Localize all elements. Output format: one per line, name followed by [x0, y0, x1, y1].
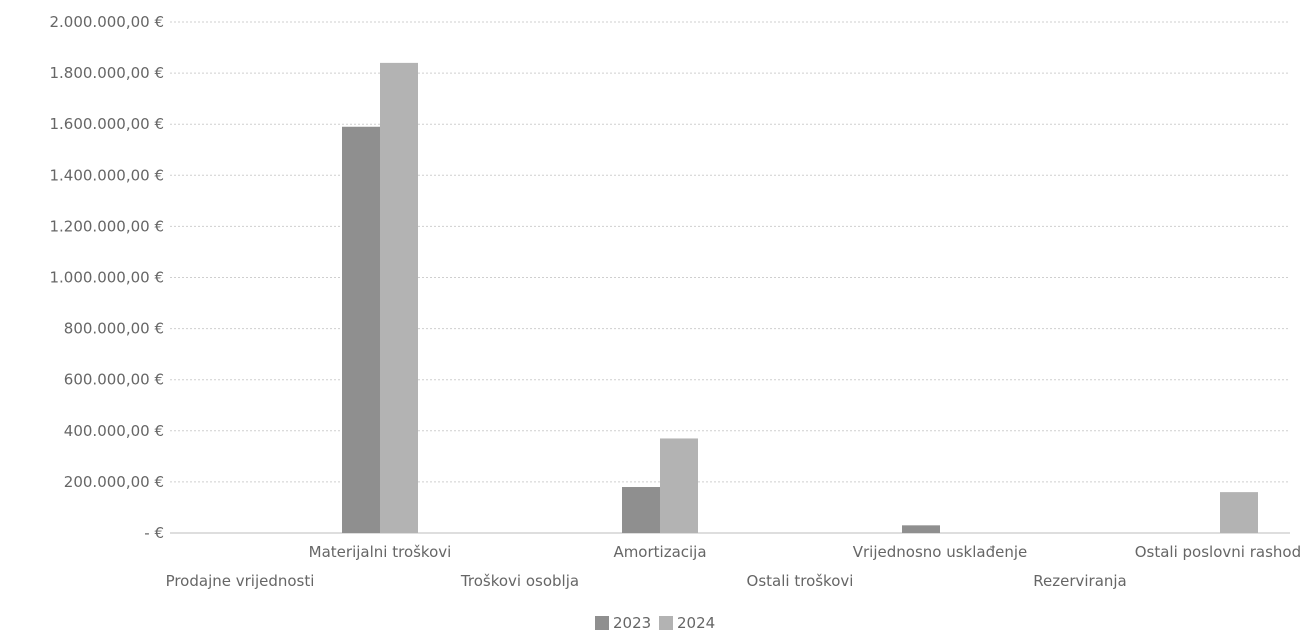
y-axis-tick-labels: - € 200.000,00 € 400.000,00 € 600.000,00 € 8… [49, 13, 164, 542]
category-label: Materijalni troškovi [309, 543, 452, 561]
category-label: Ostali troškovi [747, 572, 854, 590]
legend-label-2024: 2024 [677, 614, 715, 632]
category-label: Prodajne vrijednosti [166, 572, 315, 590]
y-tick-label: 400.000,00 € [64, 422, 164, 440]
y-tick-label: - € [144, 524, 164, 542]
y-tick-label: 800.000,00 € [64, 320, 164, 338]
bar-2024 [1220, 492, 1258, 533]
category-label: Vrijednosno usklađenje [853, 543, 1028, 561]
bar-2023 [902, 525, 940, 533]
category-label: Ostali poslovni rashodi [1135, 543, 1302, 561]
category-label: Rezerviranja [1033, 572, 1127, 590]
bar-2024 [660, 438, 698, 533]
bar-2024 [380, 63, 418, 533]
category-label: Troškovi osoblja [460, 572, 579, 590]
grid-lines [170, 22, 1290, 533]
y-tick-label: 1.800.000,00 € [49, 64, 164, 82]
y-tick-label: 1.200.000,00 € [49, 217, 164, 235]
legend-label-2023: 2023 [613, 614, 651, 632]
legend: 2023 2024 [595, 614, 715, 632]
y-tick-label: 1.600.000,00 € [49, 115, 164, 133]
legend-swatch-2023 [595, 616, 609, 630]
y-tick-label: 1.000.000,00 € [49, 269, 164, 287]
bar-2023 [622, 487, 660, 533]
y-tick-label: 200.000,00 € [64, 473, 164, 491]
legend-swatch-2024 [659, 616, 673, 630]
bar-2023 [342, 127, 380, 533]
x-axis-category-labels: Prodajne vrijednosti Materijalni troškovi… [166, 543, 1302, 590]
y-tick-label: 1.400.000,00 € [49, 166, 164, 184]
y-tick-label: 600.000,00 € [64, 371, 164, 389]
category-label: Amortizacija [613, 543, 706, 561]
bars [342, 63, 1258, 533]
y-tick-label: 2.000.000,00 € [49, 13, 164, 31]
